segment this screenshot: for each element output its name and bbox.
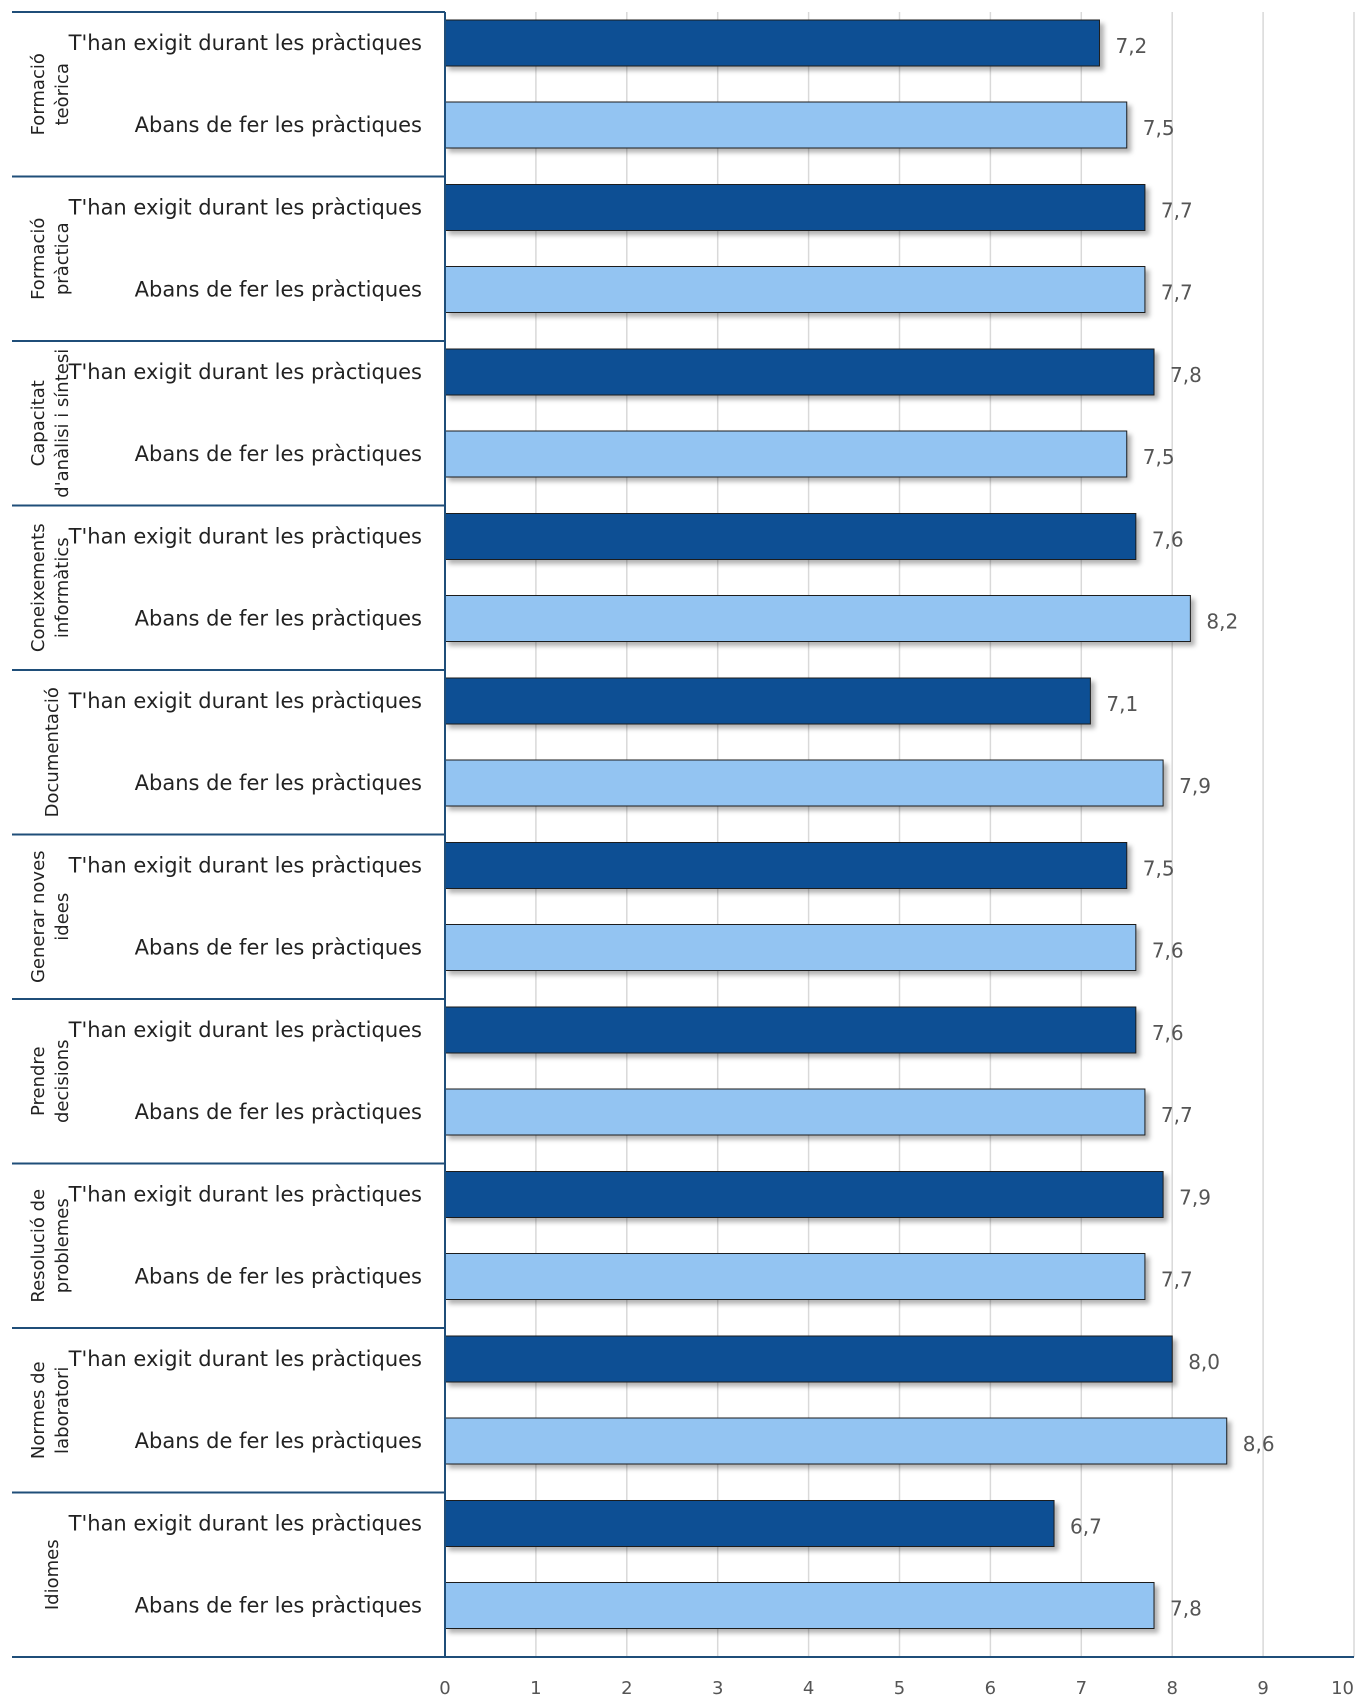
data-label: 8,0 [1188,1350,1220,1374]
row-label: T'han exigit durant les pràctiques [68,31,422,55]
group-label: d'anàlisi i síntesi [52,349,73,498]
row-label: T'han exigit durant les pràctiques [68,360,422,384]
row-label: Abans de fer les pràctiques [135,1594,422,1618]
bar [444,595,1191,642]
x-tick-label: 4 [803,1678,814,1699]
row-label: Abans de fer les pràctiques [135,1429,422,1453]
bar [444,1335,1173,1383]
bar [444,266,1146,313]
data-label: 7,8 [1170,1597,1202,1621]
x-tick-label: 8 [1166,1678,1177,1699]
data-label: 7,7 [1161,1268,1193,1292]
bar [444,19,1100,67]
data-label: 7,1 [1106,692,1138,716]
bar [444,1582,1155,1629]
group-label: Coneixements [28,523,49,652]
bar [444,842,1128,889]
row-label: T'han exigit durant les pràctiques [68,1347,422,1371]
group-label: teòrica [52,63,73,125]
row-label: T'han exigit durant les pràctiques [68,525,422,549]
row-label: T'han exigit durant les pràctiques [68,196,422,220]
x-tick-label: 2 [621,1678,632,1699]
row-label: T'han exigit durant les pràctiques [68,854,422,878]
data-label: 7,5 [1143,116,1175,140]
x-tick-label: 5 [894,1678,905,1699]
row-label: T'han exigit durant les pràctiques [68,1183,422,1207]
group-label: idees [52,893,73,941]
data-label: 7,9 [1179,774,1211,798]
group-label: Generar noves [28,850,49,983]
group-label: Idiomes [42,1539,63,1610]
row-label: Abans de fer les pràctiques [135,1100,422,1124]
group-label: Normes de [28,1361,49,1459]
row-label: T'han exigit durant les pràctiques [68,689,422,713]
group-label: Documentació [42,687,63,817]
data-label: 7,9 [1179,1186,1211,1210]
x-tick-label: 9 [1257,1678,1268,1699]
group-label: decisions [52,1039,73,1123]
x-tick-label: 3 [712,1678,723,1699]
row-label: Abans de fer les pràctiques [135,278,422,302]
bar [444,1006,1137,1054]
x-tick-label: 0 [439,1678,450,1699]
row-label: Abans de fer les pràctiques [135,607,422,631]
x-tick-label: 10 [1331,1678,1354,1699]
bar [444,677,1091,725]
data-label: 7,6 [1152,939,1184,963]
bar [444,184,1146,231]
x-tick-label: 6 [985,1678,996,1699]
bar [444,1500,1055,1547]
row-label: Abans de fer les pràctiques [135,771,422,795]
group-label: Formació [28,218,49,300]
group-label: problemes [52,1198,73,1293]
group-label: Formació [28,53,49,135]
row-label: Abans de fer les pràctiques [135,936,422,960]
group-label: informàtics [52,537,73,638]
data-label: 7,2 [1115,34,1147,58]
bar [444,924,1137,971]
data-label: 7,7 [1161,1103,1193,1127]
data-label: 7,8 [1170,363,1202,387]
bar [444,1253,1146,1300]
x-tick-label: 1 [530,1678,541,1699]
bar [444,1171,1164,1218]
group-label: pràctica [52,222,73,295]
data-label: 8,6 [1243,1432,1275,1456]
group-label: Resolució de [28,1189,49,1303]
bar [444,430,1128,478]
bar [444,348,1155,396]
data-label: 7,5 [1143,445,1175,469]
data-label: 8,2 [1206,610,1238,634]
group-label: Prendre [28,1046,49,1116]
bar [444,513,1137,560]
bar [444,101,1128,149]
data-label: 7,6 [1152,1021,1184,1045]
data-label: 7,7 [1161,199,1193,223]
group-label: Capacitat [28,380,49,466]
data-label: 6,7 [1070,1515,1102,1539]
bar [444,759,1164,807]
data-label: 7,5 [1143,857,1175,881]
row-label: T'han exigit durant les pràctiques [68,1018,422,1042]
group-label: laboratori [52,1367,73,1454]
row-label: Abans de fer les pràctiques [135,113,422,137]
data-label: 7,7 [1161,281,1193,305]
row-label: Abans de fer les pràctiques [135,442,422,466]
row-label: Abans de fer les pràctiques [135,1265,422,1289]
data-label: 7,6 [1152,528,1184,552]
row-label: T'han exigit durant les pràctiques [68,1512,422,1536]
x-tick-label: 7 [1076,1678,1087,1699]
bar [444,1088,1146,1136]
bar [444,1417,1228,1465]
